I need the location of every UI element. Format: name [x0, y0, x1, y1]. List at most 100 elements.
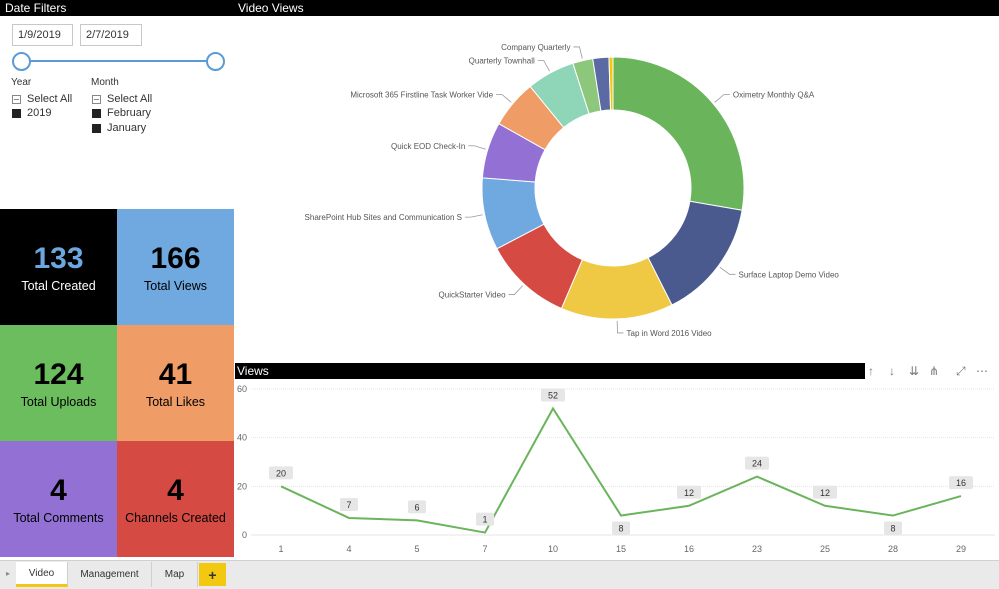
expand-all-icon[interactable]: ⇊ — [909, 364, 920, 378]
year-select-all[interactable]: Select All — [12, 93, 72, 105]
donut-leader-line — [714, 94, 730, 103]
donut-leader-line — [496, 94, 512, 103]
data-label: 52 — [548, 390, 558, 400]
tab-map[interactable]: Map — [152, 562, 198, 587]
data-label-background — [476, 512, 494, 526]
date-filters-title: Date Filters — [0, 0, 233, 16]
x-tick-label: 10 — [548, 544, 558, 554]
kpi-label: Total Created — [21, 279, 96, 293]
slider-start-handle[interactable] — [12, 52, 31, 71]
data-label-background — [541, 388, 565, 402]
drill-down-icon[interactable]: ↓ — [889, 364, 895, 378]
donut-leader-line — [508, 285, 523, 295]
checkbox-partial-icon — [12, 94, 21, 104]
donut-leader-line — [573, 46, 583, 59]
year-option-label: Select All — [27, 93, 73, 105]
donut-slice-label: Microsoft 365 Firstline Task Worker Vide — [350, 91, 493, 100]
data-label-background — [677, 485, 701, 499]
start-date-input[interactable]: 1/9/2019 — [12, 24, 73, 46]
month-option-label: Select All — [107, 93, 153, 105]
data-label: 12 — [684, 488, 694, 498]
data-label: 6 — [414, 502, 419, 512]
tab-video[interactable]: Video — [16, 562, 68, 587]
views-line-chart: 0 20 40 60 1 4 5 7 10 15 16 23 25 28 29 20 7 6 1 52 8 12 24 12 8… — [237, 384, 995, 554]
month-option-label: February — [107, 107, 152, 119]
donut-leader-line — [468, 145, 486, 150]
y-tick-label: 60 — [237, 384, 247, 394]
donut-slice[interactable] — [608, 56, 614, 111]
checkbox-partial-icon — [92, 94, 101, 104]
kpi-label: Total Likes — [145, 395, 206, 409]
donut-leader-line — [537, 60, 550, 72]
data-label-background — [612, 521, 630, 535]
video-views-title: Video Views — [233, 0, 999, 16]
x-tick-label: 5 — [414, 544, 419, 554]
kpi-value: 41 — [158, 358, 193, 391]
donut-slice[interactable] — [612, 56, 745, 211]
views-series-line[interactable] — [280, 406, 962, 534]
data-label-background — [884, 521, 902, 535]
data-label-background — [813, 485, 837, 499]
y-tick-label: 40 — [237, 433, 247, 443]
data-label-background — [340, 497, 358, 511]
year-option-2019[interactable]: 2019 — [12, 107, 51, 119]
y-tick-label: 20 — [237, 481, 247, 491]
x-tick-label: 23 — [752, 544, 762, 554]
data-label: 8 — [618, 524, 623, 534]
donut-slice-label: Oximetry Monthly Q&A — [733, 91, 815, 100]
kpi-value: 133 — [33, 242, 84, 275]
x-tick-label: 4 — [346, 544, 351, 554]
page-tab-bar — [0, 560, 999, 589]
donut-slice-label: Company Quarterly — [501, 43, 570, 52]
data-label-background — [745, 456, 769, 470]
kpi-label: Total Views — [144, 279, 207, 293]
data-label: 20 — [276, 468, 286, 478]
month-option-february[interactable]: February — [92, 107, 151, 119]
kpi-total-uploads[interactable]: 124 Total Uploads — [0, 325, 117, 441]
kpi-total-likes[interactable]: 41 Total Likes — [117, 325, 234, 441]
year-option-label: 2019 — [27, 107, 52, 119]
expand-hierarchy-icon[interactable]: ⋔ — [929, 364, 940, 378]
x-tick-label: 15 — [616, 544, 626, 554]
donut-slice-label: Quarterly Townhall — [469, 57, 535, 66]
kpi-value: 124 — [33, 358, 84, 391]
tab-management[interactable]: Management — [68, 562, 152, 587]
month-option-january[interactable]: January — [92, 122, 146, 134]
donut-slice-label: SharePoint Hub Sites and Communication S — [305, 213, 462, 222]
drill-up-icon[interactable]: ↑ — [868, 364, 874, 378]
checkbox-checked-icon — [12, 108, 21, 118]
kpi-value: 166 — [150, 242, 201, 275]
kpi-total-comments[interactable]: 4 Total Comments — [0, 441, 117, 557]
data-label: 16 — [956, 478, 966, 488]
x-tick-label: 7 — [482, 544, 487, 554]
data-label: 12 — [820, 488, 830, 498]
month-select-all[interactable]: Select All — [92, 93, 152, 105]
add-page-button[interactable]: + — [199, 563, 226, 586]
month-filter-title: Month — [91, 77, 119, 88]
date-range-slider[interactable] — [22, 60, 215, 62]
kpi-label: Total Uploads — [20, 395, 97, 409]
kpi-value: 4 — [167, 474, 184, 507]
data-label-background — [269, 466, 293, 480]
donut-leader-line — [616, 320, 624, 334]
donut-leader-line — [464, 214, 483, 218]
focus-mode-icon[interactable]: ⤢ — [956, 364, 966, 378]
data-label: 8 — [890, 524, 895, 534]
data-label: 1 — [482, 515, 487, 525]
data-label-background — [408, 500, 426, 514]
end-date-input[interactable]: 2/7/2019 — [80, 24, 142, 46]
kpi-value: 4 — [50, 474, 67, 507]
data-label: 24 — [752, 459, 762, 469]
donut-slice-label: Tap in Word 2016 Video — [627, 329, 713, 338]
data-label-background — [949, 476, 973, 490]
video-views-donut-chart: Oximetry Monthly Q&A Surface Laptop Demo … — [305, 43, 840, 338]
more-options-icon[interactable]: ⋯ — [976, 364, 988, 378]
kpi-label: Total Comments — [13, 511, 104, 525]
kpi-channels-created[interactable]: 4 Channels Created — [117, 441, 234, 557]
y-tick-label: 0 — [242, 530, 247, 540]
kpi-total-views[interactable]: 166 Total Views — [117, 209, 234, 325]
kpi-total-created[interactable]: 133 Total Created — [0, 209, 117, 325]
slider-end-handle[interactable] — [206, 52, 225, 71]
tab-scroll-left-icon[interactable]: ▸ — [6, 569, 11, 578]
views-chart-title: Views — [235, 363, 865, 379]
